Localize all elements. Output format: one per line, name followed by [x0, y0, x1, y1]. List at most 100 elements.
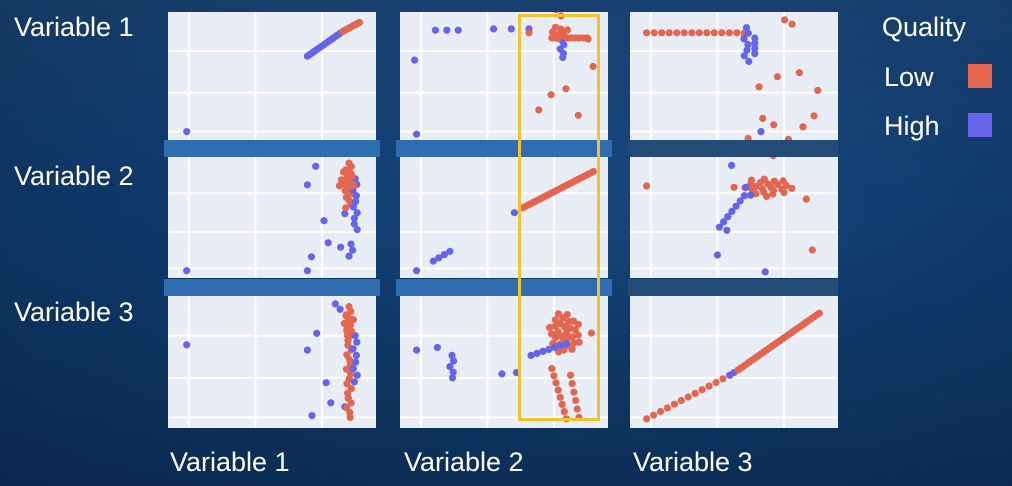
scatter-point: [303, 346, 311, 354]
scatter-point: [342, 204, 350, 212]
col-label-variable-2: Variable 2: [404, 447, 524, 477]
legend-swatch-low: [968, 64, 992, 88]
scatter-point: [429, 257, 437, 265]
scatter-point: [525, 29, 533, 37]
scatter-point: [307, 253, 316, 261]
scatter-point: [448, 351, 456, 359]
scatter-point: [303, 181, 311, 189]
scatter-point: [350, 220, 358, 228]
scatter-point: [347, 399, 355, 407]
scatter-point: [572, 396, 580, 405]
separator-band: [628, 279, 838, 296]
scatter-point: [343, 331, 352, 339]
scatter-point: [788, 184, 796, 192]
legend-label-high: High: [884, 111, 940, 141]
scatter-point: [339, 168, 348, 176]
scatter-panel-v3-v3: [630, 296, 838, 428]
scatter-point: [349, 203, 357, 211]
scatter-point: [698, 386, 706, 394]
scatter-point: [740, 35, 748, 43]
scatter-panel-v2-v3: [630, 157, 838, 278]
scatter-point: [349, 365, 357, 373]
scatter-point: [546, 323, 554, 332]
scatter-point: [320, 217, 328, 225]
col-label-variable-1: Variable 1: [170, 447, 290, 477]
scatter-point: [336, 305, 344, 313]
scatter-point: [337, 243, 345, 251]
panel-plot: [630, 296, 838, 428]
scatter-point: [550, 372, 558, 380]
scatter-point: [740, 192, 748, 200]
scatter-point: [349, 246, 357, 254]
scatter-panel-v2-v2: [400, 157, 608, 278]
scatter-point: [548, 365, 556, 373]
scatter-point: [712, 378, 720, 387]
scatter-point: [355, 18, 363, 26]
scatter-point: [548, 330, 556, 338]
scatter-point: [335, 182, 343, 190]
scatter-point: [554, 386, 562, 394]
scatter-point: [435, 254, 443, 262]
scatter-point: [552, 379, 560, 387]
scatter-point: [736, 197, 744, 205]
scatter-point: [587, 329, 595, 337]
scatter-point: [324, 239, 332, 247]
scatter-point: [567, 371, 575, 379]
scatter-panel-v3-v1: [168, 296, 376, 428]
scatter-point: [554, 34, 562, 43]
scatter-point: [742, 183, 750, 191]
scatter-point: [183, 341, 191, 349]
scatter-point: [705, 382, 713, 390]
scatter-point: [732, 202, 740, 210]
scatter-point: [337, 176, 345, 184]
scatter-point: [751, 50, 759, 58]
scatter-point: [554, 328, 562, 336]
scatter-point: [814, 86, 822, 94]
scatter-point: [742, 24, 751, 32]
scatter-point: [342, 365, 351, 373]
scatter-point: [559, 53, 567, 62]
scatter-point: [352, 351, 360, 359]
scatter-point: [744, 40, 752, 49]
scatter-point: [554, 310, 562, 318]
scatter-point: [303, 267, 311, 275]
scatter-point: [568, 380, 576, 388]
scatter-point: [810, 112, 818, 120]
scatter-point: [527, 351, 535, 359]
scatter-point: [733, 29, 741, 37]
scatter-point: [650, 29, 658, 37]
scatter-point: [433, 343, 441, 352]
scatter-point: [747, 176, 756, 184]
scatter-point: [327, 399, 335, 407]
row-label-variable-3: Variable 3: [14, 297, 134, 327]
scatter-point: [331, 300, 339, 308]
scatter-point: [547, 91, 555, 99]
scatter-point: [498, 370, 506, 378]
scatter-point: [723, 226, 731, 234]
scatter-point: [770, 121, 778, 129]
scatter-point: [680, 29, 688, 37]
scatter-point: [411, 56, 419, 64]
scatter-point: [446, 247, 454, 255]
scatter-point: [751, 34, 759, 42]
scatter-point: [322, 379, 330, 387]
scatter-point: [568, 345, 576, 353]
scatter-point: [446, 363, 454, 371]
scatter-point: [703, 29, 711, 37]
scatter-point: [684, 393, 692, 401]
scatter-point: [724, 213, 732, 221]
scatter-point: [769, 190, 777, 198]
highlight-box: [518, 14, 600, 421]
scatter-point: [347, 240, 355, 248]
panel-plot: [168, 12, 376, 142]
scatter-point: [650, 411, 658, 419]
scatter-point: [743, 46, 751, 54]
scatter-point: [757, 128, 765, 136]
scatter-point: [673, 29, 681, 37]
scatter-point: [313, 329, 321, 337]
panel-plot: [630, 157, 838, 278]
scatter-point: [510, 209, 518, 217]
scatter-point: [340, 319, 348, 328]
scatter-point: [560, 408, 568, 416]
scatter-panel-v1-v1: [168, 12, 376, 142]
